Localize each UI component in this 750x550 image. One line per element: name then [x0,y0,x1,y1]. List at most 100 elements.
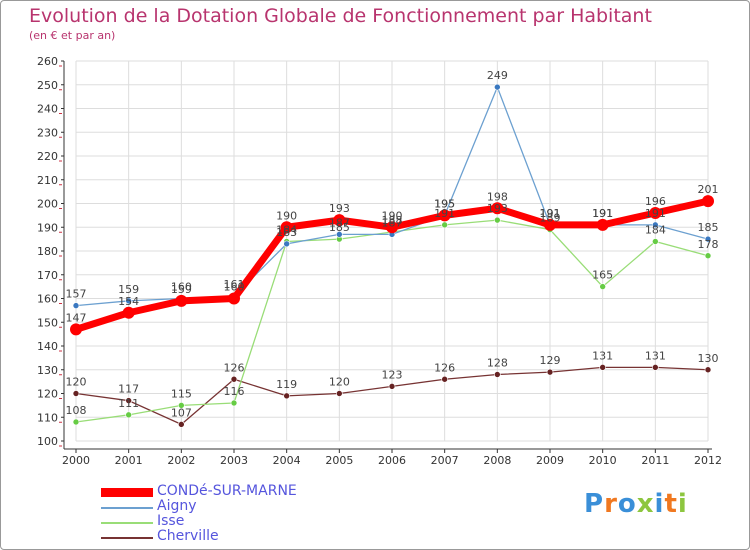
data-label: 161 [224,278,245,291]
data-point-cherville [230,375,238,383]
y-tick-label: 210 [37,174,58,187]
data-point-isse [72,418,80,426]
data-label: 190 [382,209,403,222]
data-point-cherville [441,375,448,383]
legend-label-cherville: Cherville [157,528,219,544]
data-label: 189 [540,212,561,225]
legend-swatch-aigny [101,507,153,509]
data-label: 128 [487,357,508,370]
data-label: 249 [487,69,508,82]
data-label: 131 [645,349,666,362]
logo-letter: i [677,489,688,519]
data-point-isse [599,283,606,290]
data-point-conde [175,294,188,307]
data-label: 193 [487,202,508,215]
y-tick-label: 250 [37,79,58,92]
x-tick-label: 2002 [167,454,195,467]
data-point-cherville [546,368,554,376]
y-tick-label: 190 [37,221,58,234]
data-point-conde [228,292,240,305]
data-label: 195 [434,197,455,210]
data-point-cherville [652,364,659,371]
data-label: 185 [329,221,350,234]
data-point-conde [438,209,451,222]
data-point-isse [704,252,712,260]
data-label: 154 [118,295,139,308]
logo-letter: o [617,489,637,519]
data-label: 123 [382,368,403,381]
data-label: 195 [434,197,455,210]
y-tick-label: 170 [37,269,58,282]
data-label: 193 [329,202,350,215]
data-label: 191 [540,207,561,220]
data-label: 159 [118,283,139,296]
data-label: 196 [645,195,666,208]
x-tick-label: 2000 [62,454,90,467]
y-tick-label: 200 [37,198,58,211]
data-label: 190 [276,209,297,222]
data-point-cherville [388,383,396,390]
y-tick-label: 120 [37,388,58,401]
data-label: 115 [171,387,192,400]
data-label: 160 [224,281,245,294]
legend-label-isse: Isse [157,513,185,529]
data-label: 130 [698,352,719,365]
data-point-isse [125,411,132,419]
data-label: 191 [592,207,613,220]
data-label: 165 [592,269,613,282]
data-point-cherville [72,390,80,397]
y-tick-label: 110 [37,411,58,424]
legend-swatch-isse [101,522,153,524]
y-tick-label: 240 [37,103,58,116]
data-label: 107 [171,406,192,419]
data-point-conde [70,323,82,336]
y-tick-label: 150 [37,316,58,329]
data-point-isse [652,238,659,245]
y-tick-label: 180 [37,245,58,258]
x-tick-label: 2012 [694,454,722,467]
logo-letter: t [664,489,678,519]
y-tick-label: 140 [37,340,58,353]
x-tick-label: 2011 [641,454,669,467]
data-label: 117 [118,383,139,396]
logo-letter: r [604,489,618,519]
data-label: 131 [592,349,613,362]
data-label: 108 [66,404,87,417]
legend-swatch-conde [101,488,153,497]
data-label: 198 [487,190,508,203]
data-label: 191 [645,207,666,220]
data-point-conde [596,218,609,231]
y-tick-label: 100 [37,435,58,448]
x-tick-label: 2006 [378,454,406,467]
legend-label-conde: CONDé-SUR-MARNE [157,483,297,499]
x-tick-label: 2001 [115,454,143,467]
data-label: 187 [382,216,403,229]
data-point-aigny [652,221,659,229]
data-point-cherville [599,364,606,371]
x-tick-label: 2008 [483,454,511,467]
data-point-cherville [125,397,132,404]
y-tick-label: 260 [37,55,58,68]
x-tick-label: 2009 [536,454,564,467]
data-label: 201 [698,183,719,196]
data-point-conde [122,306,135,319]
chart-subtitle: (en € et par an) [29,29,116,42]
x-tick-label: 2005 [325,454,353,467]
data-label: 191 [540,207,561,220]
chart-title: Evolution de la Dotation Globale de Fonc… [29,5,652,27]
data-point-conde [491,202,504,215]
legend-swatch-cherville [101,537,153,539]
logo-letter: x [636,489,655,519]
data-label: 184 [276,224,297,237]
data-label: 188 [382,214,403,227]
data-label: 187 [329,216,350,229]
data-label: 185 [698,221,719,234]
data-label: 120 [329,376,350,389]
data-point-cherville [336,390,343,397]
data-point-aigny [494,83,501,91]
data-label: 183 [276,226,297,239]
y-tick-label: 220 [37,150,58,163]
data-label: 126 [434,361,455,374]
data-point-aigny [72,302,80,309]
